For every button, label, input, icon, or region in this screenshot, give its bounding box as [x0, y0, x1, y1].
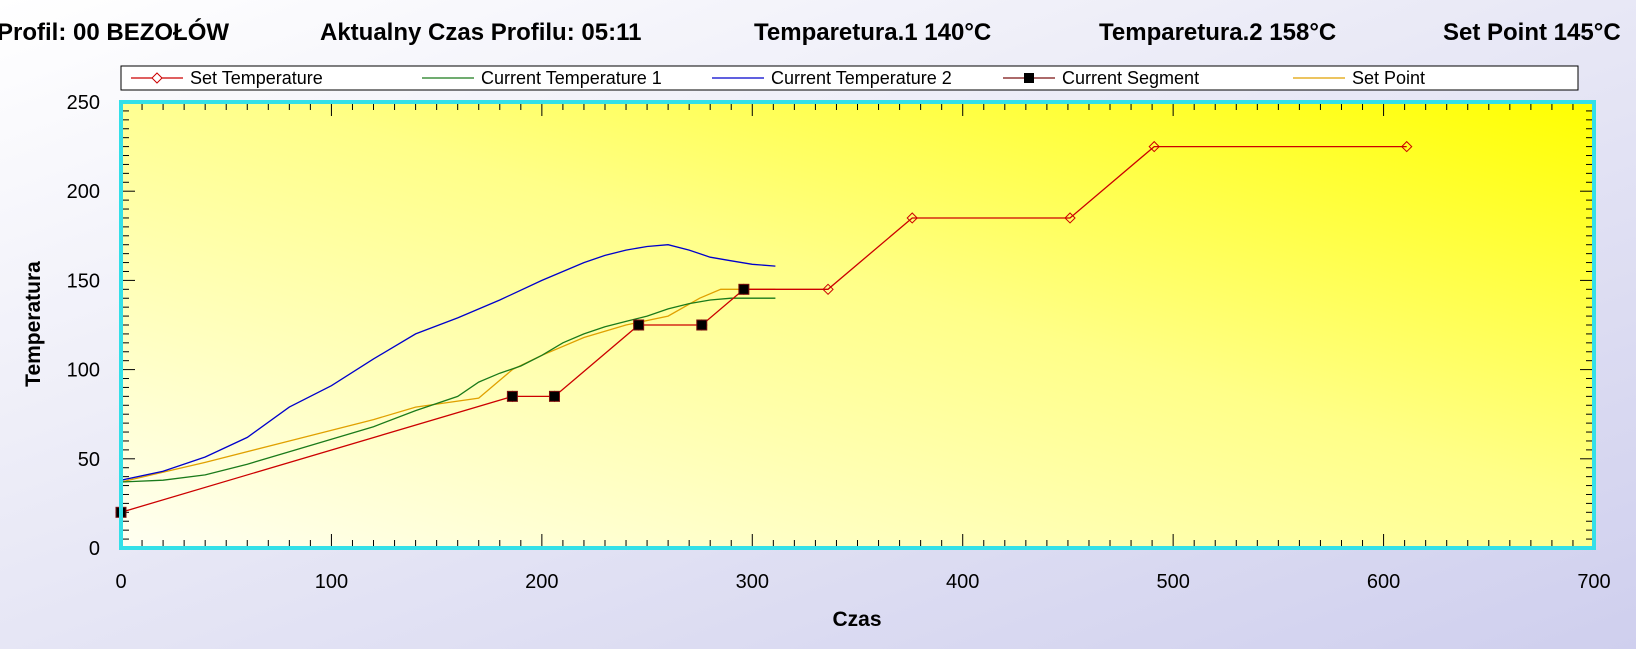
y-tick-label: 0 [89, 538, 100, 560]
legend-items: Set Temperature Current Temperature 1 Curr… [131, 68, 1425, 88]
x-tick-label: 200 [525, 571, 558, 593]
x-axis-title: Czas [832, 608, 881, 631]
x-tick-label: 300 [736, 571, 769, 593]
y-tick-label: 200 [67, 181, 100, 203]
data-point [506, 390, 518, 402]
series-line-current-temperature-2 [120, 244, 776, 481]
header-temperature-2: Temparetura.2 158°C [1099, 19, 1336, 46]
y-tick-label: 100 [67, 360, 100, 382]
legend-entry-current-segment: Current Segment [1003, 68, 1199, 88]
data-point [1148, 140, 1160, 153]
series-current-temperature-2 [120, 244, 776, 481]
y-tick-label: 250 [67, 92, 100, 114]
plot-area [121, 102, 1594, 548]
x-tick-label: 100 [315, 571, 348, 593]
header-profile: Profil: 00 BEZOŁÓW [0, 18, 229, 46]
data-point [696, 319, 708, 331]
header-temperature-1: Temparetura.1 140°C [754, 19, 991, 46]
data-point [738, 283, 750, 295]
x-tick-label: 600 [1367, 571, 1400, 593]
y-axis: 0 50 100 150 200 250 [67, 92, 100, 560]
series-current-temperature-1 [120, 297, 776, 483]
data-point [822, 283, 834, 296]
x-tick-label: 400 [946, 571, 979, 593]
data-point [906, 212, 918, 224]
x-tick-label: 700 [1577, 571, 1610, 593]
legend-marker [1024, 73, 1034, 83]
series-line-current-temperature-1 [120, 297, 776, 483]
tick-marks [120, 101, 1595, 549]
legend-label: Set Point [1352, 68, 1425, 88]
data-point [1064, 212, 1076, 224]
x-tick-label: 0 [115, 571, 126, 593]
x-tick-label: 500 [1156, 571, 1189, 593]
x-axis: 0 100 200 300 400 500 600 700 [115, 571, 1610, 593]
y-tick-label: 150 [67, 270, 100, 292]
legend-label: Current Temperature 1 [481, 68, 662, 88]
header-profile-time: Aktualny Czas Profilu: 05:11 [320, 19, 641, 46]
legend-label: Set Temperature [190, 68, 323, 88]
plot-border [119, 100, 1596, 550]
legend-entry-set-point: Set Point [1293, 68, 1425, 88]
y-tick-label: 50 [78, 449, 100, 471]
legend-entry-set-temperature: Set Temperature [131, 68, 323, 88]
data-point [1401, 140, 1413, 153]
data-point [633, 319, 645, 331]
legend-entry-current-temperature-1: Current Temperature 1 [422, 68, 662, 88]
legend-marker [151, 72, 163, 84]
header-set-point: Set Point 145°C [1443, 19, 1621, 46]
legend-entry-current-temperature-2: Current Temperature 2 [712, 68, 952, 88]
data-point [548, 390, 560, 402]
legend-label: Current Temperature 2 [771, 68, 952, 88]
legend-label: Current Segment [1062, 68, 1199, 88]
y-axis-title: Temperatura [22, 261, 45, 387]
